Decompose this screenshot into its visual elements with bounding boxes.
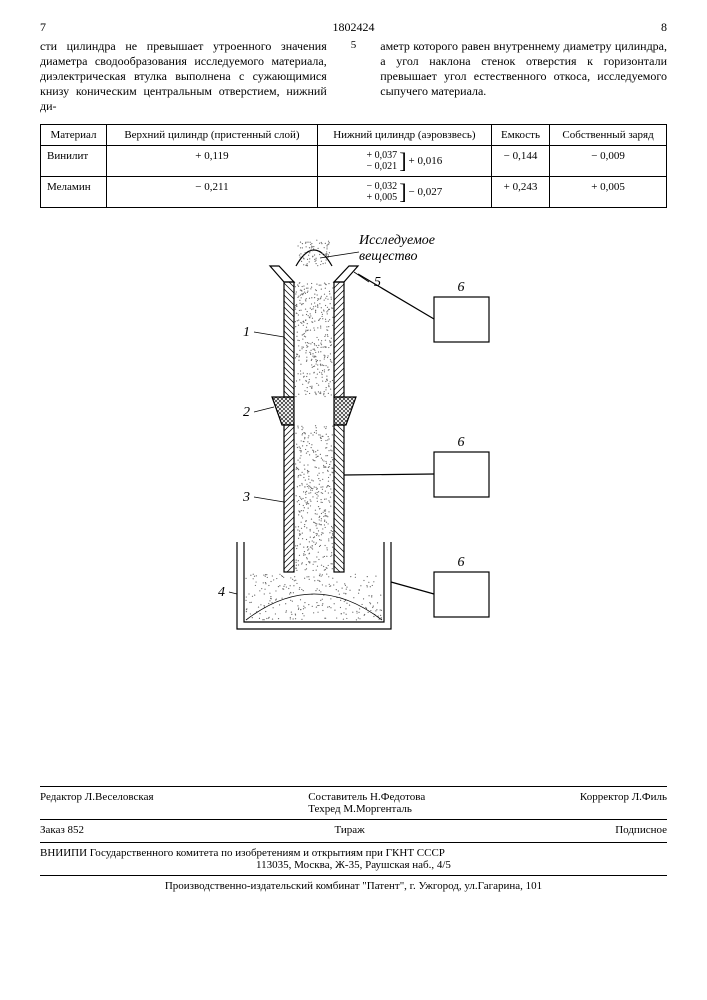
tirazh: Тираж xyxy=(334,824,364,836)
credits-row2: Заказ 852 Тираж Подписное xyxy=(40,820,667,840)
body-text: сти цилиндра не превышает утроенного зна… xyxy=(40,39,667,114)
credits-row1: Редактор Л.Веселовская Составитель Н.Фед… xyxy=(40,786,667,820)
svg-text:6: 6 xyxy=(457,555,464,570)
svg-text:4: 4 xyxy=(218,585,225,600)
doc-number: 1802424 xyxy=(80,20,627,35)
left-column: сти цилиндра не превышает утроенного зна… xyxy=(40,39,327,114)
sub: Подписное xyxy=(615,824,667,836)
svg-text:вещество: вещество xyxy=(359,249,417,264)
svg-text:1: 1 xyxy=(243,325,250,340)
table-row: Меламин− 0,211− 0,032+ 0,005]− 0,027+ 0,… xyxy=(41,177,667,208)
svg-text:5: 5 xyxy=(374,275,381,290)
order: Заказ 852 xyxy=(40,824,84,836)
right-column: аметр которого равен внутреннему диаметр… xyxy=(380,39,667,114)
page-right: 8 xyxy=(627,20,667,35)
diagram-svg: 6 6 6 Исследуемоевещество 1 2 3 4 5 xyxy=(174,222,534,652)
svg-text:6: 6 xyxy=(457,435,464,450)
footer-org: ВНИИПИ Государственного комитета по изоб… xyxy=(40,842,667,871)
page-left: 7 xyxy=(40,20,80,35)
data-table: МатериалВерхний цилиндр (пристенный слой… xyxy=(40,124,667,208)
footer-printer: Производственно-издательский комбинат "П… xyxy=(40,875,667,892)
col-header: Верхний цилиндр (пристенный слой) xyxy=(107,125,318,146)
corrector: Корректор Л.Филь xyxy=(580,791,667,815)
col-header: Нижний цилиндр (аэровзвесь) xyxy=(317,125,491,146)
col-header: Материал xyxy=(41,125,107,146)
figure: 6 6 6 Исследуемоевещество 1 2 3 4 5 xyxy=(40,222,667,656)
svg-text:Исследуемое: Исследуемое xyxy=(358,233,435,248)
table-row: Винилит+ 0,119+ 0,037− 0,021]+ 0,016− 0,… xyxy=(41,146,667,177)
editor: Редактор Л.Веселовская xyxy=(40,791,154,815)
svg-text:6: 6 xyxy=(457,280,464,295)
col-header: Собственный заряд xyxy=(550,125,667,146)
compiler-block: Составитель Н.Федотова Техред М.Моргента… xyxy=(308,791,425,815)
svg-text:3: 3 xyxy=(242,490,250,505)
line-number: 5 xyxy=(351,39,357,114)
col-header: Емкость xyxy=(491,125,549,146)
svg-text:2: 2 xyxy=(243,405,250,420)
header-row: 7 1802424 8 xyxy=(40,20,667,35)
